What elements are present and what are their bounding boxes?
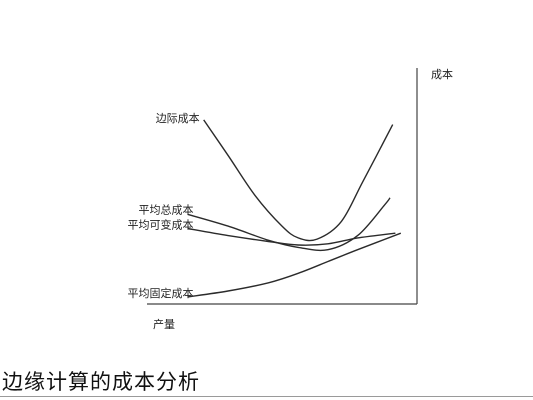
- average-fixed-cost-curve: [187, 232, 402, 298]
- caption-title: 边缘计算的成本分析: [2, 370, 200, 394]
- average-variable-cost-label: 平均可变成本: [128, 217, 194, 231]
- average-variable-cost-curve: [187, 227, 396, 246]
- marginal-cost-label: 边际成本: [156, 111, 200, 125]
- caption-bar: 边缘计算的成本分析: [0, 362, 533, 397]
- average-total-cost-curve: [187, 197, 391, 252]
- y-axis-label: 成本: [431, 67, 453, 81]
- x-axis-label: 产量: [153, 317, 175, 331]
- marginal-cost-curve: [203, 119, 394, 242]
- average-total-cost-label: 平均总成本: [139, 202, 194, 216]
- average-fixed-cost-label: 平均固定成本: [128, 286, 194, 300]
